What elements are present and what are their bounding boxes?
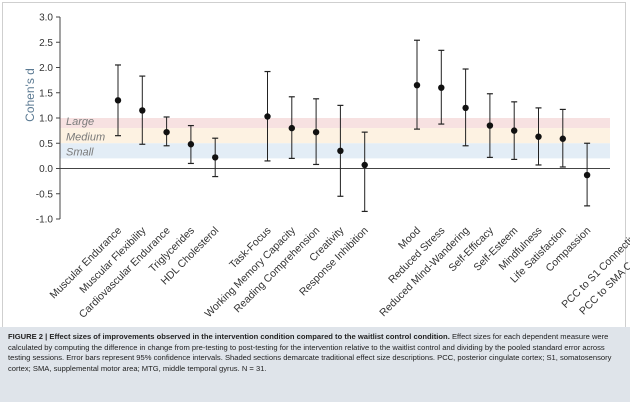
data-point bbox=[361, 161, 368, 169]
data-point bbox=[462, 104, 469, 112]
y-axis: 3.0 2.5 2.0 1.5 1.0 0.5 0.0 -0.5 -1.0 bbox=[36, 13, 610, 226]
data-point bbox=[583, 171, 591, 179]
caption-body: Effect sizes for each dependent measure … bbox=[8, 332, 612, 373]
y-axis-title: Cohen's d bbox=[23, 68, 37, 122]
y-tick-label: -0.5 bbox=[36, 189, 54, 200]
band-large bbox=[60, 118, 610, 129]
figure-caption: FIGURE 2 | Effect sizes of improvements … bbox=[0, 327, 630, 402]
band-small bbox=[60, 143, 610, 159]
effect-size-chart: Large Medium Small 3.0 2.5 2.0 1.5 1.0 0.5 0.0 -0… bbox=[23, 13, 630, 321]
y-tick-label: 2.0 bbox=[39, 63, 53, 74]
y-tick-label: 3.0 bbox=[39, 13, 53, 24]
y-tick-label: 2.5 bbox=[39, 38, 53, 49]
data-point bbox=[511, 127, 518, 134]
caption-title: Effect sizes of improvements observed in… bbox=[49, 332, 450, 341]
data-point bbox=[559, 135, 566, 142]
y-tick-label: 0.0 bbox=[39, 164, 53, 175]
data-point bbox=[288, 124, 295, 132]
data-point bbox=[163, 128, 170, 136]
data-point bbox=[139, 107, 146, 114]
band-label-medium: Medium bbox=[66, 131, 105, 143]
caption-figure-label: FIGURE 2 | bbox=[8, 332, 48, 341]
y-tick-label: 0.5 bbox=[39, 139, 53, 150]
band-label-small: Small bbox=[66, 146, 94, 158]
data-point bbox=[413, 81, 421, 89]
effect-size-bands: Large Medium Small bbox=[60, 116, 610, 159]
band-label-large: Large bbox=[66, 116, 94, 128]
data-series bbox=[114, 39, 591, 213]
data-point bbox=[264, 113, 271, 120]
y-tick-label: -1.0 bbox=[36, 215, 54, 226]
data-point bbox=[212, 154, 219, 161]
data-point bbox=[187, 141, 195, 148]
data-point bbox=[535, 133, 542, 140]
data-point bbox=[486, 122, 494, 129]
y-tick-label: 1.0 bbox=[39, 114, 53, 125]
caption-n: N = 31. bbox=[241, 363, 267, 373]
y-tick-label: 1.5 bbox=[39, 88, 53, 99]
data-point bbox=[312, 128, 320, 136]
band-medium bbox=[60, 128, 610, 144]
data-point bbox=[438, 84, 445, 91]
data-point bbox=[114, 97, 122, 104]
data-point bbox=[337, 147, 344, 155]
